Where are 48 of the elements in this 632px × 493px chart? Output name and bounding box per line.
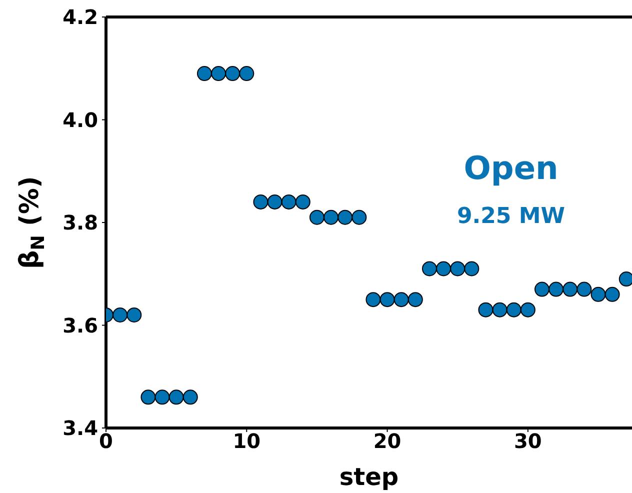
x-tick-label: 0	[99, 429, 113, 454]
point	[154, 390, 170, 405]
point	[309, 210, 324, 225]
point	[548, 282, 564, 297]
point	[366, 292, 381, 308]
x-tick-label: 10	[232, 429, 261, 454]
point	[394, 292, 409, 308]
annotation: Open	[464, 149, 558, 187]
point	[324, 210, 339, 225]
point	[168, 390, 184, 405]
y-tick-label: 4.0	[62, 108, 98, 132]
point	[239, 66, 254, 82]
point	[112, 307, 128, 322]
point	[182, 390, 198, 405]
point	[253, 194, 268, 210]
point	[281, 194, 296, 210]
point	[450, 261, 466, 276]
x-tick-label: 30	[514, 429, 542, 454]
point	[338, 210, 353, 225]
point	[436, 261, 452, 276]
y-tick-label: 3.6	[62, 313, 98, 338]
point	[604, 286, 620, 302]
point	[295, 194, 310, 210]
point	[534, 282, 550, 297]
point	[408, 292, 423, 308]
point	[225, 66, 240, 82]
point	[492, 302, 508, 318]
point	[590, 286, 606, 302]
point	[196, 66, 212, 82]
point	[380, 292, 395, 308]
point	[576, 282, 592, 297]
annotation: 9.25 MW	[456, 204, 566, 229]
point	[520, 302, 536, 318]
point	[211, 66, 226, 82]
x-tick-label: 20	[373, 429, 402, 454]
point	[478, 302, 494, 318]
point	[562, 282, 578, 297]
y-tick-label: 3.8	[62, 210, 98, 235]
y-tick-label: 4.2	[62, 5, 98, 30]
point	[126, 307, 142, 322]
point	[422, 261, 437, 276]
point	[506, 302, 522, 318]
point	[352, 210, 367, 225]
point	[464, 261, 480, 276]
y-tick-label: 3.4	[62, 416, 98, 440]
x-axis-title: step	[339, 463, 399, 491]
point	[140, 390, 156, 405]
point	[267, 194, 282, 210]
